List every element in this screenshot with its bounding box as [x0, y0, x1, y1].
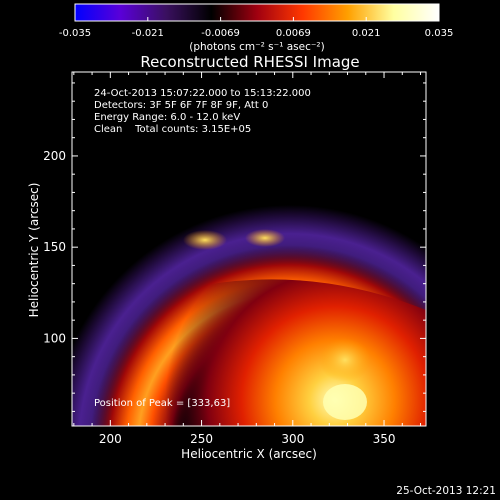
peak-spot	[323, 384, 367, 420]
colorbar-tick-label: -0.035	[59, 28, 91, 39]
x-tick-label: 200	[99, 432, 122, 446]
colorbar: -0.035 -0.021 -0.0069 0.0069 0.021 0.035 (pho…	[59, 3, 453, 53]
info-block: 24-Oct-2013 15:07:22.000 to 15:13:22.000…	[94, 88, 311, 135]
bright-spot	[319, 338, 371, 382]
x-tick-label: 350	[373, 432, 396, 446]
x-tick-label: 300	[281, 432, 304, 446]
info-line: Detectors: 3F 5F 6F 7F 8F 9F, Att 0	[94, 100, 268, 111]
info-line: Energy Range: 6.0 - 12.0 keV	[94, 112, 240, 123]
x-tick-label: 250	[190, 432, 213, 446]
y-tick-label: 200	[43, 149, 66, 163]
peak-position-label: Position of Peak = [333,63]	[94, 398, 230, 409]
colorbar-tick-label: 0.035	[425, 28, 454, 39]
footer-timestamp: 25-Oct-2013 12:21	[396, 485, 496, 497]
colorbar-strip	[74, 3, 440, 22]
colorbar-tick-label: -0.0069	[201, 28, 240, 39]
info-line: Clean Total counts: 3.15E+05	[94, 124, 251, 135]
colorbar-tick-label: -0.021	[132, 28, 164, 39]
y-axis-label: Heliocentric Y (arcsec)	[27, 183, 41, 318]
info-line: 24-Oct-2013 15:07:22.000 to 15:13:22.000	[94, 88, 311, 99]
heatmap-image	[72, 72, 426, 426]
colorbar-tick-label: 0.021	[352, 28, 381, 39]
colorbar-tick-label: 0.0069	[276, 28, 311, 39]
x-axis: 200 250 300 350	[73, 72, 422, 446]
plot-frame	[71, 71, 427, 427]
y-axis: 100 150 200	[43, 82, 426, 412]
colorbar-unit-label: (photons cm⁻² s⁻¹ asec⁻²)	[189, 41, 324, 53]
bright-spot	[183, 230, 227, 250]
colorbar-ticks: -0.035 -0.021 -0.0069 0.0069 0.021 0.035	[59, 17, 453, 39]
chart-title: Reconstructed RHESSI Image	[140, 53, 359, 71]
x-axis-label: Heliocentric X (arcsec)	[181, 447, 317, 461]
bright-spot	[245, 229, 285, 247]
y-tick-label: 150	[43, 240, 66, 254]
y-tick-label: 100	[43, 331, 66, 345]
